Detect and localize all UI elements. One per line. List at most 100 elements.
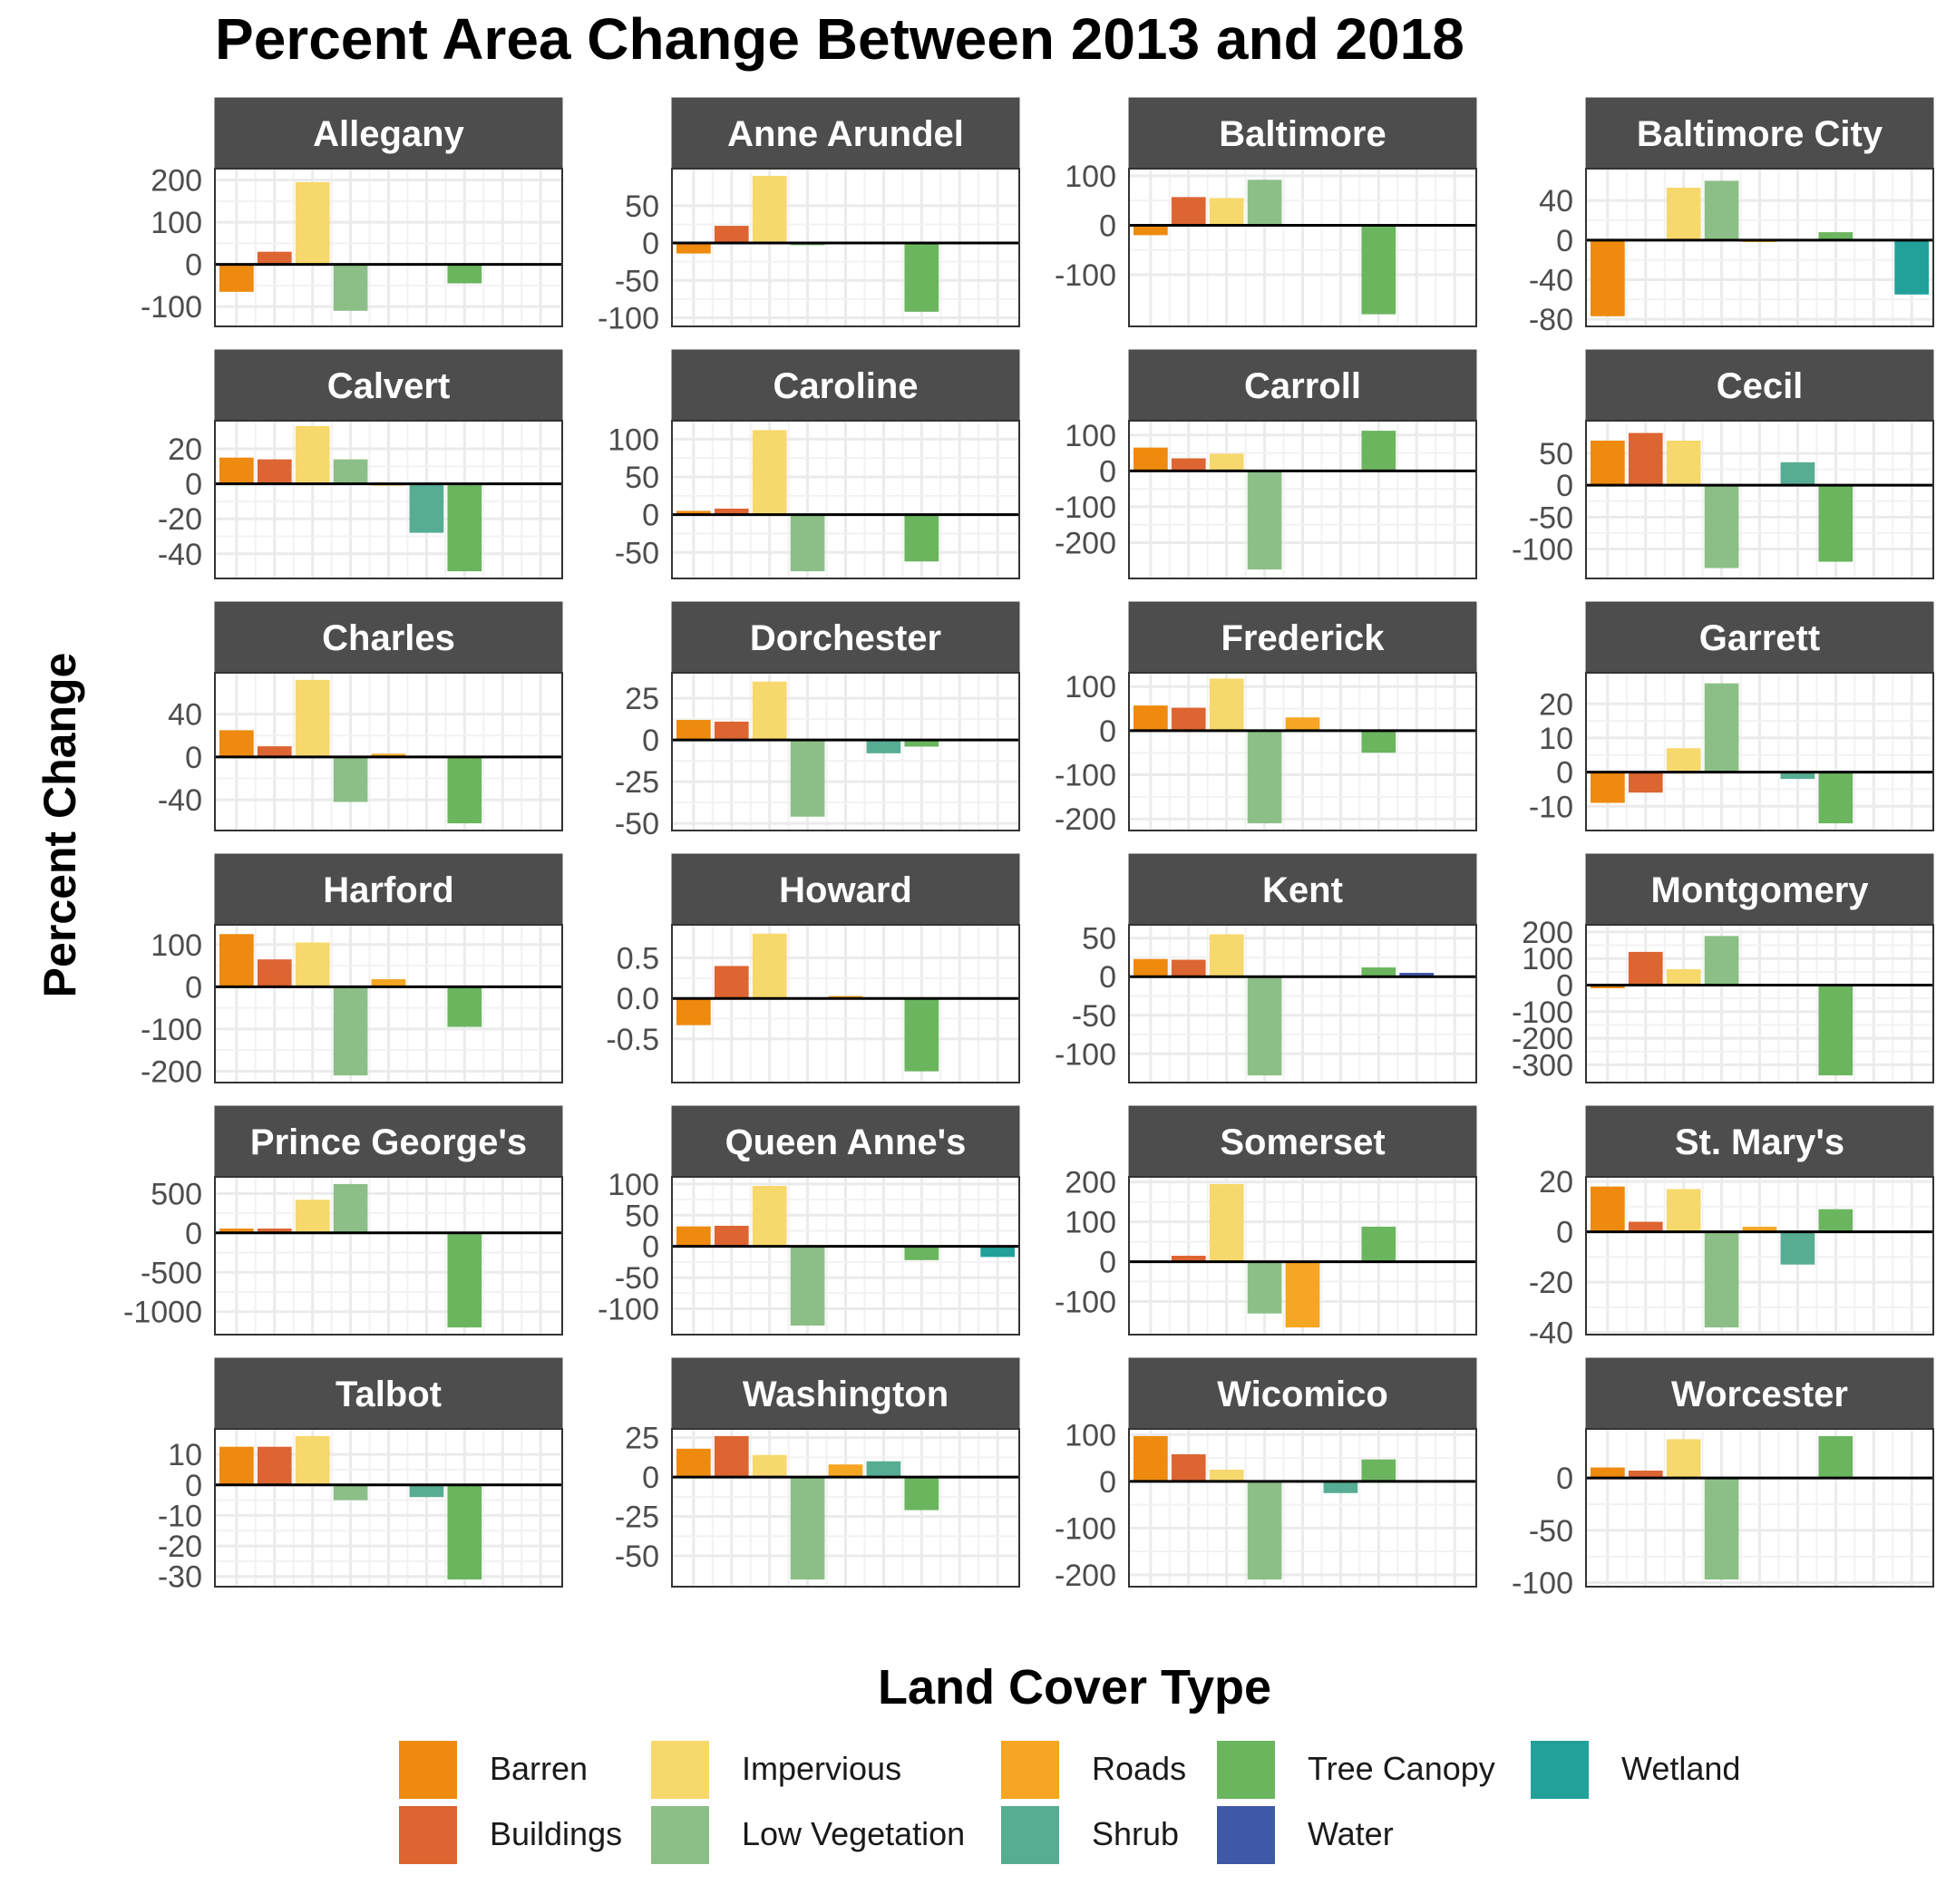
panel-border-baltimore (1128, 168, 1477, 327)
bar-garrett-barren (1591, 772, 1625, 803)
bar-washington-impervious (752, 1454, 787, 1478)
y-tick-label-anne-arundel: -100 (598, 301, 659, 335)
bar-talbot-impervious (295, 1435, 330, 1485)
bar-caroline-buildings (714, 508, 749, 515)
bar-somerset-buildings (1171, 1256, 1206, 1262)
y-tick-label-cecil: 50 (1539, 437, 1573, 471)
strip-label-somerset: Somerset (1220, 1122, 1385, 1162)
y-tick-label-carroll: 100 (1065, 419, 1116, 453)
y-tick-label-worcester: -100 (1512, 1567, 1573, 1601)
chart-title: Percent Area Change Between 2013 and 201… (215, 6, 1464, 72)
bar-st-mary-s-impervious (1666, 1189, 1701, 1232)
panel-washington: Washington 25 0 -25 -50 (615, 1357, 1020, 1588)
bar-baltimore-buildings (1171, 197, 1206, 226)
panel-howard: Howard 0.5 0.0 -0.5 (606, 853, 1020, 1083)
y-tick-label-queen-anne-s: 0 (642, 1230, 659, 1265)
bar-prince-george-s-low-vegetation (333, 1183, 368, 1233)
y-tick-label-calvert: -40 (158, 538, 202, 572)
bar-montgomery-barren (1591, 985, 1625, 989)
strip-worcester (1585, 1357, 1934, 1430)
y-tick-label-calvert: -20 (158, 502, 202, 537)
panel-somerset: Somerset 200 100 0 -100 (1055, 1105, 1477, 1336)
bar-montgomery-impervious (1666, 968, 1701, 986)
y-tick-label-prince-george-s: 0 (185, 1217, 202, 1251)
bar-baltimore-city-impervious (1666, 188, 1701, 240)
bar-calvert-low-vegetation (333, 459, 368, 484)
bar-carroll-impervious (1209, 453, 1244, 471)
bar-charles-roads (371, 753, 406, 757)
bar-queen-anne-s-wetland (980, 1246, 1015, 1258)
y-tick-label-dorchester: -50 (615, 807, 659, 841)
bar-garrett-tree-canopy (1818, 772, 1854, 824)
bar-st-mary-s-shrub (1780, 1231, 1815, 1265)
bar-charles-tree-canopy (447, 756, 482, 824)
strip-montgomery (1585, 853, 1934, 926)
y-tick-label-caroline: -50 (615, 536, 659, 570)
y-tick-label-howard: 0.5 (617, 942, 659, 976)
bar-worcester-low-vegetation (1704, 1478, 1739, 1580)
bar-harford-tree-canopy (447, 986, 482, 1027)
legend-swatch-low-vegetation (651, 1806, 709, 1864)
panel-border-harford (214, 924, 563, 1083)
legend-label-tree-canopy: Tree Canopy (1308, 1750, 1495, 1787)
bar-worcester-impervious (1666, 1439, 1701, 1479)
bar-anne-arundel-buildings (714, 226, 749, 244)
strip-prince-george-s (214, 1105, 563, 1178)
bar-calvert-tree-canopy (447, 483, 482, 572)
bar-somerset-impervious (1209, 1183, 1244, 1262)
bar-talbot-low-vegetation (333, 1484, 368, 1501)
panel-border-dorchester (671, 672, 1020, 831)
y-tick-label-kent: -50 (1072, 999, 1116, 1034)
bar-st-mary-s-low-vegetation (1704, 1231, 1739, 1328)
y-tick-label-montgomery: 0 (1556, 968, 1573, 1003)
bar-wicomico-shrub (1323, 1481, 1358, 1493)
y-tick-label-dorchester: 25 (625, 682, 659, 716)
bar-queen-anne-s-buildings (714, 1225, 749, 1247)
y-tick-label-st-mary-s: -40 (1529, 1316, 1573, 1351)
panel-charles: Charles 40 0 -40 (158, 601, 563, 831)
bar-kent-barren (1134, 958, 1168, 977)
bar-prince-george-s-tree-canopy (447, 1232, 482, 1328)
panel-prince-george-s: Prince George's 500 0 -500 -1000 (123, 1105, 563, 1336)
bar-dorchester-buildings (714, 721, 749, 741)
bar-washington-barren (676, 1448, 711, 1478)
strip-label-garrett: Garrett (1699, 618, 1820, 658)
panel-border-howard (671, 924, 1020, 1083)
bar-harford-barren (219, 934, 254, 987)
bar-baltimore-city-tree-canopy (1818, 232, 1854, 240)
panel-border-st-mary-s (1585, 1176, 1934, 1336)
bar-wicomico-barren (1134, 1435, 1168, 1481)
y-tick-label-washington: -25 (615, 1501, 659, 1535)
bar-kent-impervious (1209, 934, 1244, 977)
bar-washington-shrub (866, 1461, 901, 1478)
y-tick-label-washington: 0 (642, 1461, 659, 1495)
bar-frederick-buildings (1171, 707, 1206, 731)
y-tick-label-kent: -100 (1055, 1037, 1116, 1072)
y-tick-label-somerset: -100 (1055, 1286, 1116, 1320)
bar-montgomery-tree-canopy (1818, 985, 1854, 1076)
bar-washington-low-vegetation (790, 1477, 825, 1580)
y-tick-label-dorchester: -25 (615, 765, 659, 800)
y-tick-label-allegany: 200 (151, 164, 202, 199)
bar-cecil-low-vegetation (1704, 485, 1739, 568)
legend-swatch-tree-canopy (1217, 1741, 1275, 1799)
legend-label-shrub: Shrub (1092, 1815, 1180, 1852)
y-tick-label-cecil: -100 (1512, 532, 1573, 567)
bar-charles-buildings (257, 746, 292, 757)
bar-allegany-barren (219, 264, 254, 292)
strip-allegany (214, 97, 563, 170)
legend-swatch-buildings (399, 1806, 457, 1864)
strip-cecil (1585, 349, 1934, 422)
strip-calvert (214, 349, 563, 422)
bar-st-mary-s-buildings (1628, 1221, 1663, 1232)
bar-caroline-low-vegetation (790, 514, 825, 572)
y-tick-label-talbot: 10 (168, 1438, 202, 1472)
bar-dorchester-shrub (866, 740, 901, 753)
panel-border-washington (671, 1428, 1020, 1588)
bar-worcester-barren (1591, 1467, 1625, 1479)
bar-worcester-buildings (1628, 1471, 1663, 1479)
panel-border-carroll (1128, 420, 1477, 579)
